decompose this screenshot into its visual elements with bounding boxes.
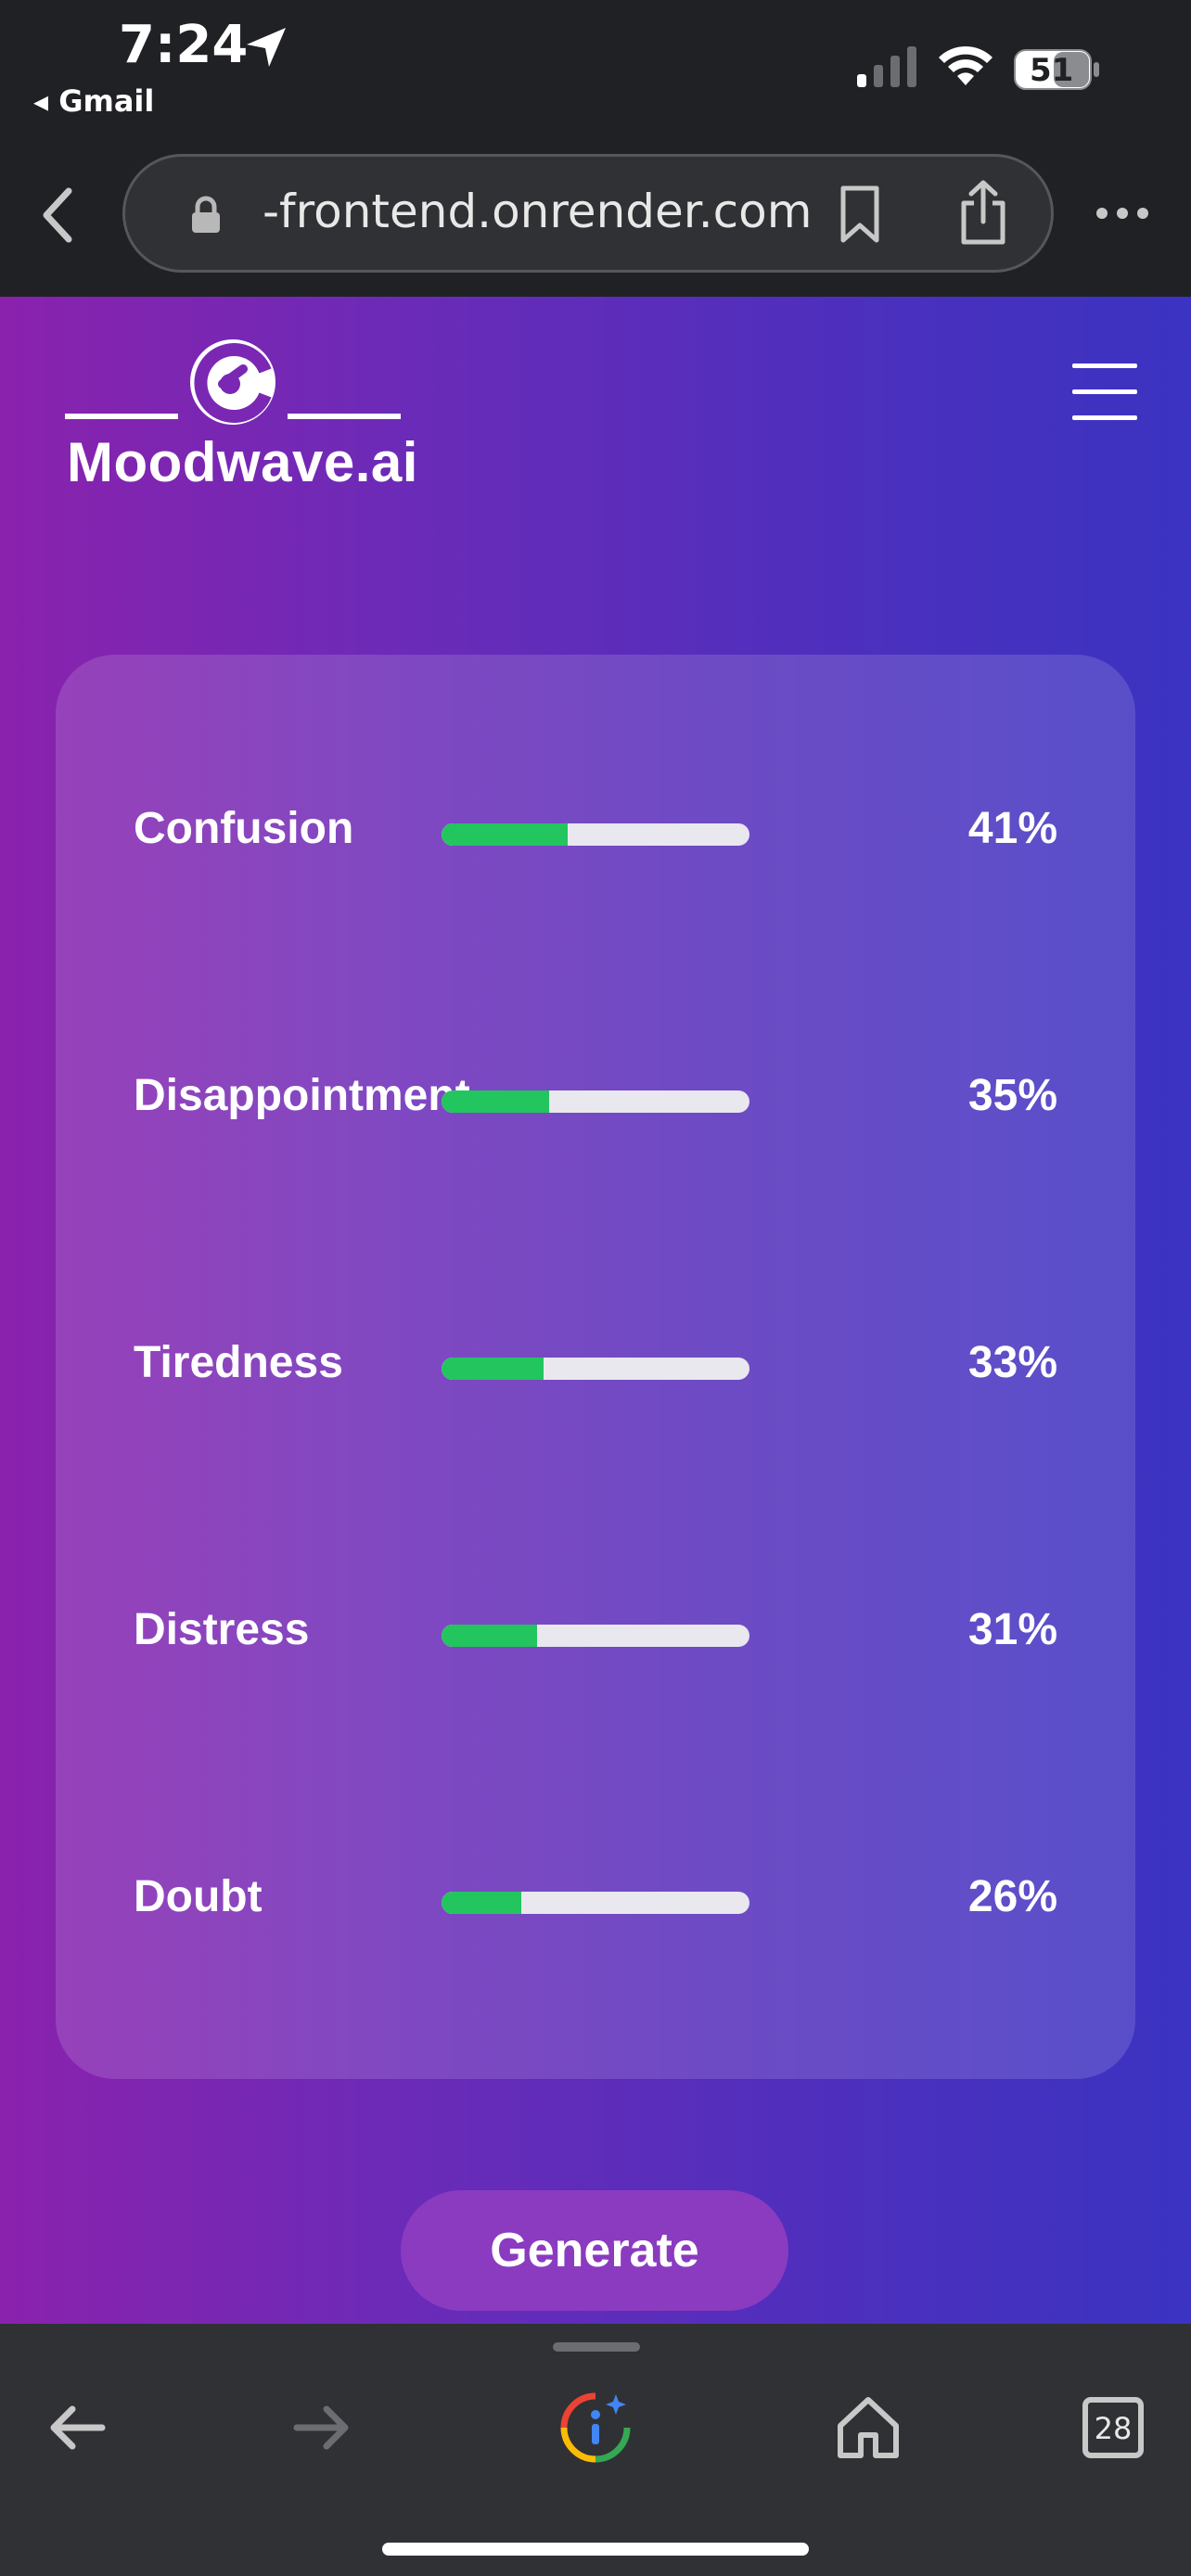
- status-time: 7:24: [119, 15, 249, 75]
- tabs-button[interactable]: 28: [1076, 2391, 1150, 2465]
- hamburger-menu-icon[interactable]: [1072, 363, 1137, 421]
- emotion-row: Tiredness 33%: [56, 1330, 1135, 1404]
- drag-handle[interactable]: [553, 2342, 640, 2352]
- emotion-bar-fill: [442, 823, 569, 846]
- lock-icon: [192, 196, 220, 233]
- browser-toolbar: -frontend.onrender.com: [0, 139, 1191, 297]
- emotion-label: Doubt: [134, 1872, 263, 1921]
- emotion-bar: [442, 1892, 749, 1914]
- emotion-percent: 41%: [967, 804, 1057, 853]
- emotion-row: Distress 31%: [56, 1597, 1135, 1671]
- back-to-app-link[interactable]: ◂ Gmail: [33, 83, 155, 119]
- emotion-bar-fill: [442, 1892, 522, 1914]
- emotion-label: Tiredness: [134, 1338, 343, 1387]
- brand-logo[interactable]: Moodwave.ai: [65, 317, 417, 503]
- battery-indicator: 51: [1013, 48, 1102, 91]
- emotion-percent: 33%: [967, 1338, 1057, 1387]
- emotion-label: Distress: [134, 1605, 310, 1654]
- emotion-label: Confusion: [134, 804, 354, 853]
- emotion-bar: [442, 1625, 749, 1647]
- emotion-row: Disappointment 35%: [56, 1063, 1135, 1137]
- emotion-bar-fill: [442, 1090, 550, 1113]
- emotion-row: Confusion 41%: [56, 796, 1135, 870]
- google-lens-icon[interactable]: [558, 2391, 633, 2465]
- home-icon[interactable]: [831, 2391, 905, 2465]
- emotion-bar-fill: [442, 1625, 537, 1647]
- home-indicator: [382, 2543, 809, 2556]
- cellular-signal-icon: [857, 46, 916, 87]
- emotion-percent: 26%: [967, 1872, 1057, 1921]
- emotion-label: Disappointment: [134, 1071, 470, 1120]
- emotion-bar: [442, 823, 749, 846]
- address-bar[interactable]: -frontend.onrender.com: [122, 154, 1054, 273]
- battery-level: 51: [1030, 52, 1074, 89]
- emotion-percent: 31%: [967, 1605, 1057, 1654]
- share-icon[interactable]: [958, 179, 1008, 246]
- back-arrow-icon[interactable]: [41, 2391, 115, 2465]
- bookmark-icon[interactable]: [838, 185, 882, 244]
- generate-button[interactable]: Generate: [401, 2190, 788, 2311]
- chevron-left-icon[interactable]: [37, 185, 78, 245]
- status-bar: 7:24 ◂ Gmail 51: [0, 0, 1191, 139]
- emotion-percent: 35%: [967, 1071, 1057, 1120]
- emotion-results-card: Confusion 41% Disappointment 35% Tiredne…: [56, 655, 1135, 2079]
- forward-arrow-icon[interactable]: [284, 2391, 358, 2465]
- moodwave-logo-icon: [65, 339, 401, 425]
- browser-bottom-toolbar: 28: [0, 2324, 1191, 2576]
- more-options-icon[interactable]: [1095, 202, 1150, 224]
- emotion-row: Doubt 26%: [56, 1864, 1135, 1938]
- tabs-count: 28: [1094, 2411, 1133, 2446]
- emotion-bar-fill: [442, 1358, 544, 1380]
- brand-name: Moodwave.ai: [67, 431, 418, 493]
- page-content: Moodwave.ai Confusion 41% Disappointment…: [0, 297, 1191, 2324]
- wifi-icon: [939, 45, 992, 85]
- url-text[interactable]: -frontend.onrender.com: [263, 185, 813, 238]
- emotion-bar: [442, 1358, 749, 1380]
- emotion-bar: [442, 1090, 749, 1113]
- location-arrow-icon: [247, 28, 286, 67]
